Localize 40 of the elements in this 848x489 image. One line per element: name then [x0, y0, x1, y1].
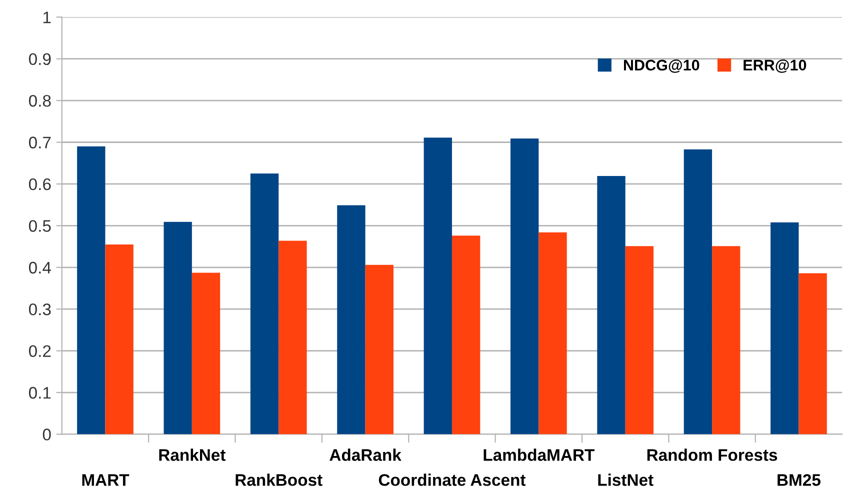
bar	[684, 149, 712, 434]
bar	[105, 244, 134, 434]
bar	[337, 205, 366, 434]
x-tick-label: ListNet	[598, 474, 654, 486]
legend-label: NDCG@10	[624, 60, 700, 73]
bar	[452, 236, 480, 434]
bar	[192, 272, 220, 434]
bar	[77, 146, 106, 434]
y-tick-label: 0.2	[28, 345, 51, 358]
bar	[770, 222, 799, 434]
x-tick-label: RankNet	[159, 448, 226, 461]
legend-label: ERR@10	[744, 60, 806, 73]
bar	[510, 138, 539, 434]
bar	[798, 273, 827, 434]
bar	[424, 138, 452, 434]
bar	[625, 246, 654, 434]
y-tick-label: 0.8	[28, 94, 51, 107]
y-tick-label: 0.6	[28, 178, 51, 190]
y-tick-label: 0.5	[28, 220, 51, 232]
x-tick-label: RankBoost	[236, 474, 322, 486]
bar	[538, 232, 567, 434]
y-tick-label: 0.9	[28, 53, 51, 66]
x-tick-label: LambdaMART	[484, 448, 595, 461]
x-tick-label: Coordinate Ascent	[378, 474, 526, 486]
y-tick-label: 0.7	[28, 136, 51, 148]
bar	[597, 176, 626, 434]
y-tick-label: 0	[42, 428, 51, 440]
x-tick-label: MART	[82, 474, 130, 486]
y-tick-label: 0.4	[28, 262, 51, 274]
bar	[712, 246, 740, 434]
y-tick-label: 1	[43, 12, 51, 24]
x-tick-label: Random Forests	[647, 448, 778, 461]
bar	[365, 264, 394, 434]
bar	[164, 222, 192, 434]
bar	[278, 240, 307, 434]
bar	[250, 174, 279, 434]
y-tick-label: 0.3	[28, 304, 51, 316]
x-tick-label: BM25	[778, 474, 820, 486]
x-tick-label: AdaRank	[330, 448, 402, 461]
y-tick-label: 0.1	[28, 386, 51, 399]
